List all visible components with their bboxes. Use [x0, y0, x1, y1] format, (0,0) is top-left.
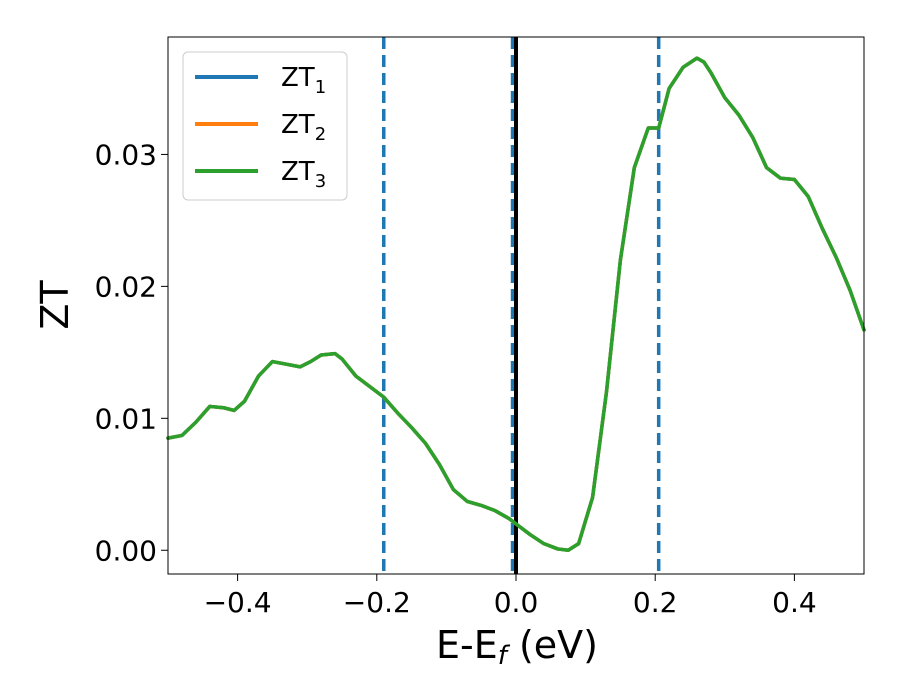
x-tick-label: 0.2 [633, 586, 678, 619]
y-tick-label: 0.03 [95, 138, 157, 171]
x-tick-label: −0.2 [343, 586, 411, 619]
x-tick-label: 0.4 [772, 586, 817, 619]
legend: ZT1 ZT2 ZT3 [182, 51, 348, 201]
y-tick-label: 0.01 [95, 402, 157, 435]
x-tick-label: −0.4 [204, 586, 272, 619]
legend-label-zt2: ZT2 [281, 110, 326, 145]
y-axis-label: ZT [33, 280, 77, 330]
legend-label-zt1: ZT1 [281, 63, 326, 98]
legend-label-zt3: ZT3 [281, 157, 326, 192]
x-axis-label: E-Ef (eV) [436, 623, 598, 671]
series-line-zt3 [166, 56, 866, 552]
legend-box [182, 51, 348, 201]
x-axis-ticks: −0.4 −0.2 0.0 0.2 0.4 [204, 574, 817, 619]
vertical-reference-lines [382, 37, 661, 574]
y-tick-label: 0.02 [95, 270, 157, 303]
y-tick-label: 0.00 [95, 534, 157, 567]
y-axis-ticks: 0.00 0.01 0.02 0.03 [95, 138, 168, 567]
x-tick-label: 0.0 [494, 586, 539, 619]
series-lines [166, 56, 866, 552]
